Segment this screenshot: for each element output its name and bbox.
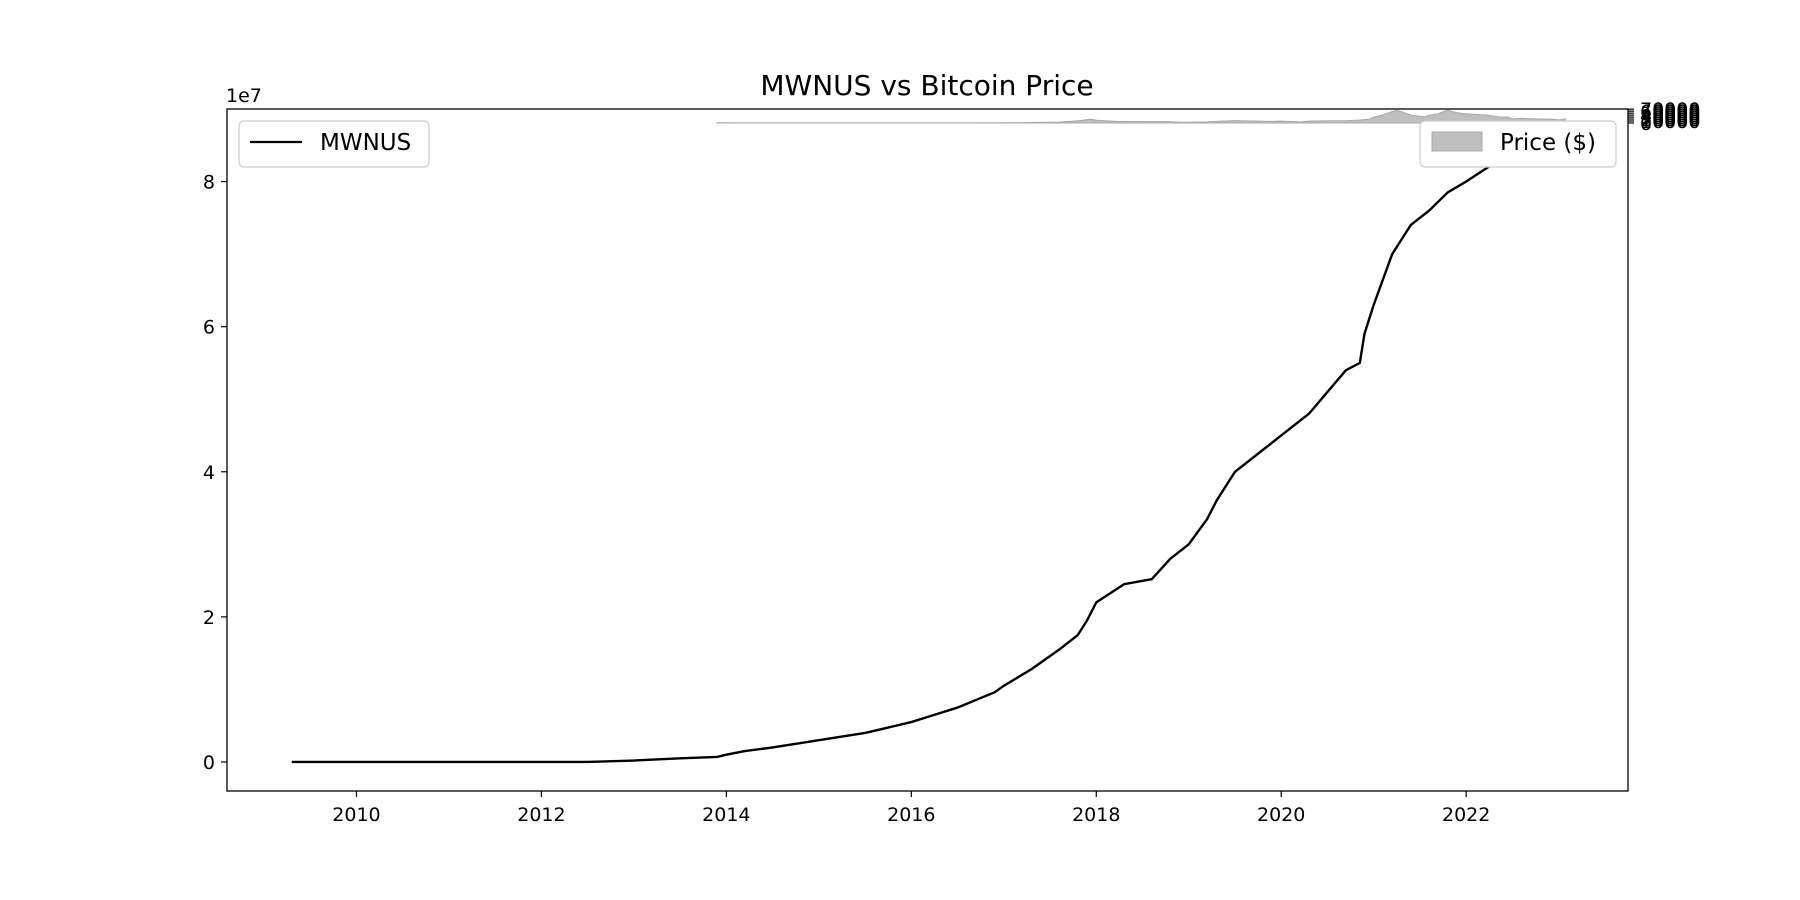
plot-area (226, 108, 1629, 792)
left-axis-offset-label: 1e7 (226, 85, 262, 107)
x-tick-label: 2010 (332, 804, 380, 826)
x-tick-label: 2012 (517, 804, 565, 826)
x-tick-label: 2016 (887, 804, 935, 826)
x-axis: 2010 2012 2014 2016 2018 2020 2022 (332, 791, 1490, 826)
right-tick-label: 0 (1640, 113, 1652, 135)
right-tick-label: 30000 (1640, 107, 1700, 129)
chart-title: MWNUS vs Bitcoin Price (760, 69, 1093, 102)
right-tick-label: 20000 (1640, 109, 1700, 131)
legend-area-swatch (1431, 131, 1483, 152)
x-tick-label: 2014 (702, 804, 750, 826)
legend-mwnus: MWNUS (238, 120, 430, 168)
left-tick-label: 0 (203, 752, 215, 774)
legend-price: Price ($) (1419, 120, 1617, 168)
right-tick-label: 40000 (1640, 105, 1700, 127)
left-tick-label: 8 (203, 172, 215, 194)
legend-label-price: Price ($) (1500, 130, 1596, 156)
left-tick-label: 4 (203, 462, 215, 484)
plot-frame (226, 108, 1629, 792)
x-tick-label: 2018 (1072, 804, 1120, 826)
legend-label-mwnus: MWNUS (320, 130, 411, 156)
right-tick-label: 60000 (1640, 101, 1700, 123)
x-tick-label: 2022 (1442, 804, 1490, 826)
left-y-axis: 0 2 4 6 8 (203, 172, 227, 774)
x-tick-label: 2020 (1257, 804, 1305, 826)
left-tick-label: 6 (203, 317, 215, 339)
right-tick-label: 10000 (1640, 111, 1700, 133)
right-tick-label: 50000 (1640, 103, 1700, 125)
right-tick-label: 70000 (1640, 99, 1700, 121)
mwnus-line (291, 144, 1550, 764)
left-tick-label: 2 (203, 607, 215, 629)
